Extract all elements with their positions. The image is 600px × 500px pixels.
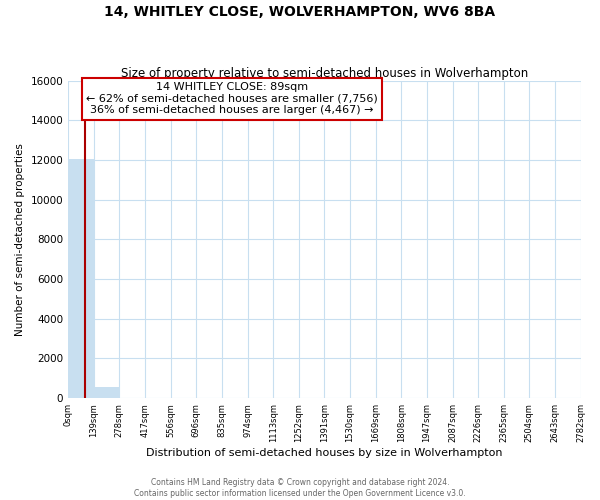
Text: 14, WHITLEY CLOSE, WOLVERHAMPTON, WV6 8BA: 14, WHITLEY CLOSE, WOLVERHAMPTON, WV6 8B… [104,5,496,19]
Text: 14 WHITLEY CLOSE: 89sqm
← 62% of semi-detached houses are smaller (7,756)
36% of: 14 WHITLEY CLOSE: 89sqm ← 62% of semi-de… [86,82,378,116]
Bar [94,388,119,398]
Y-axis label: Number of semi-detached properties: Number of semi-detached properties [15,143,25,336]
Text: Contains HM Land Registry data © Crown copyright and database right 2024.
Contai: Contains HM Land Registry data © Crown c… [134,478,466,498]
Title: Size of property relative to semi-detached houses in Wolverhampton: Size of property relative to semi-detach… [121,66,528,80]
X-axis label: Distribution of semi-detached houses by size in Wolverhampton: Distribution of semi-detached houses by … [146,448,503,458]
Bar [68,159,94,398]
